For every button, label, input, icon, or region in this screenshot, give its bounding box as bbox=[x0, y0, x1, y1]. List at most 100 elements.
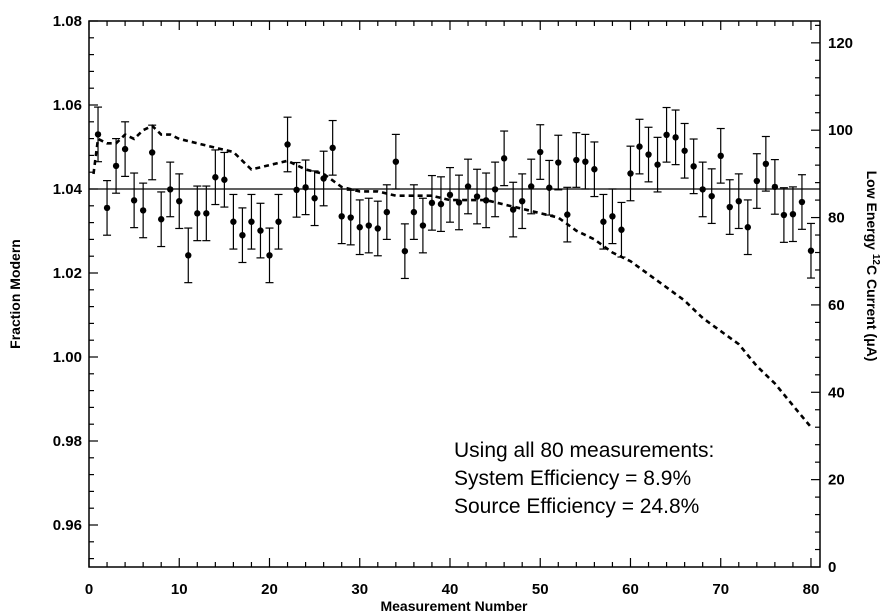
data-point bbox=[94, 131, 102, 138]
data-point bbox=[654, 161, 661, 168]
data-point bbox=[130, 197, 138, 204]
y2-tick-label: 20 bbox=[828, 472, 845, 489]
data-point bbox=[789, 211, 797, 218]
data-point bbox=[157, 216, 165, 223]
data-point bbox=[248, 218, 255, 225]
x-tick-label: 80 bbox=[803, 581, 820, 598]
y-tick-label: 1.00 bbox=[53, 349, 82, 366]
data-point bbox=[428, 199, 436, 207]
data-point bbox=[573, 156, 580, 164]
x-tick-label: 0 bbox=[85, 581, 93, 598]
data-point bbox=[762, 160, 770, 167]
data-point bbox=[284, 141, 291, 148]
x-tick-label: 60 bbox=[622, 581, 639, 598]
data-point bbox=[383, 208, 391, 216]
annotation-line-2: System Efficiency = 8.9% bbox=[454, 467, 691, 490]
x-tick-label: 50 bbox=[532, 581, 549, 598]
data-point bbox=[356, 224, 363, 231]
data-point bbox=[419, 222, 427, 229]
data-point bbox=[121, 145, 129, 153]
data-point bbox=[546, 184, 553, 191]
data-point bbox=[239, 232, 246, 239]
current-series-line bbox=[92, 124, 813, 429]
data-point bbox=[464, 183, 472, 190]
x-tick-label: 10 bbox=[171, 581, 188, 598]
data-point bbox=[717, 152, 724, 160]
annotation-line-1: Using all 80 measurements: bbox=[454, 439, 714, 462]
data-point bbox=[744, 224, 752, 231]
y2-tick-label: 120 bbox=[828, 35, 853, 52]
y-tick-label: 1.02 bbox=[53, 265, 82, 282]
y-tick-label: 0.98 bbox=[53, 433, 82, 450]
x-tick-label: 30 bbox=[351, 581, 368, 598]
data-point bbox=[302, 184, 309, 191]
data-point bbox=[455, 199, 463, 206]
fraction-modern-points bbox=[94, 106, 815, 284]
data-point bbox=[591, 166, 598, 173]
data-point bbox=[212, 174, 219, 181]
data-point bbox=[636, 143, 643, 150]
data-point bbox=[365, 222, 372, 229]
y2-axis-title: Low Energy 12C Current (μA) bbox=[864, 171, 881, 362]
data-point bbox=[401, 247, 409, 255]
data-point bbox=[528, 183, 535, 190]
data-point bbox=[194, 210, 201, 217]
data-point bbox=[148, 149, 156, 156]
x-tick-label: 40 bbox=[442, 581, 459, 598]
data-point bbox=[500, 155, 508, 162]
data-point bbox=[266, 252, 273, 259]
data-point bbox=[537, 148, 544, 156]
data-point bbox=[690, 163, 697, 170]
data-point bbox=[699, 186, 706, 193]
data-point bbox=[482, 197, 490, 204]
data-point bbox=[798, 198, 806, 206]
data-point bbox=[518, 197, 526, 205]
data-point bbox=[771, 183, 779, 191]
data-point bbox=[275, 218, 282, 225]
data-point bbox=[726, 203, 733, 211]
data-point bbox=[257, 227, 264, 234]
data-point bbox=[293, 186, 300, 194]
data-point bbox=[609, 213, 616, 220]
data-point bbox=[329, 144, 336, 152]
data-point bbox=[446, 191, 454, 199]
x-tick-label: 70 bbox=[712, 581, 729, 598]
y2-tick-label: 60 bbox=[828, 297, 845, 314]
y2-tick-label: 0 bbox=[828, 559, 836, 576]
y2-axis-title-pre: Low Energy bbox=[864, 171, 880, 254]
axes: 0 10 20 30 40 50 60 70 80 0.96 0.98 1.00 1.02 1.04 1.0… bbox=[53, 13, 853, 598]
data-point bbox=[491, 186, 499, 193]
data-point bbox=[176, 197, 183, 205]
data-point bbox=[582, 158, 589, 165]
data-point bbox=[672, 134, 679, 141]
y2-axis-title-post: C Current (μA) bbox=[864, 265, 880, 361]
data-point bbox=[564, 211, 571, 218]
annotation-line-3: Source Efficiency = 24.8% bbox=[454, 495, 699, 518]
data-point bbox=[185, 252, 192, 259]
data-point bbox=[473, 193, 481, 200]
x-axis-title: Measurement Number bbox=[380, 598, 528, 613]
data-point bbox=[230, 218, 237, 225]
y-tick-label: 1.06 bbox=[53, 97, 82, 114]
data-point bbox=[374, 225, 381, 232]
data-point bbox=[509, 206, 517, 213]
data-point bbox=[807, 247, 815, 254]
data-point bbox=[311, 195, 318, 202]
data-point bbox=[708, 192, 715, 200]
y-tick-label: 1.08 bbox=[53, 13, 82, 30]
data-point bbox=[410, 208, 418, 216]
y2-axis-title-sup: 12 bbox=[870, 254, 881, 266]
data-point bbox=[681, 147, 688, 154]
data-point bbox=[600, 218, 607, 225]
y2-tick-label: 80 bbox=[828, 210, 845, 227]
data-point bbox=[753, 177, 761, 185]
data-point bbox=[203, 210, 210, 217]
plot-frame bbox=[88, 20, 821, 568]
y-tick-label: 1.04 bbox=[53, 181, 83, 198]
data-point bbox=[112, 162, 120, 170]
data-point bbox=[555, 159, 562, 166]
data-point bbox=[221, 176, 228, 183]
data-point bbox=[392, 158, 400, 165]
data-point bbox=[103, 204, 111, 212]
